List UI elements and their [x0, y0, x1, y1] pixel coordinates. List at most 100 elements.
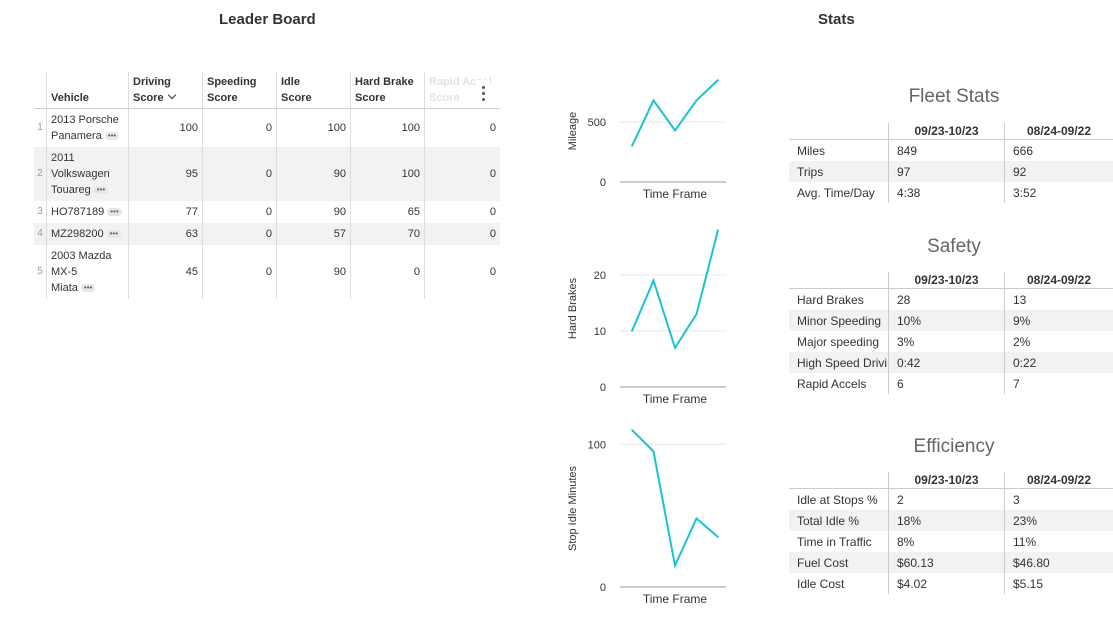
metric-label: Rapid Accels [789, 373, 889, 394]
vehicle-name-line: Panamera [51, 130, 102, 142]
idle-score-cell: 90 [277, 147, 351, 201]
table-row: Time in Traffic 8% 11% [789, 531, 1113, 552]
table-row: Rapid Accels 6 7 [789, 373, 1113, 394]
more-options-icon[interactable]: ••• [104, 132, 120, 141]
metric-label: Time in Traffic [789, 531, 889, 552]
header-driving-l2: Score [133, 92, 164, 104]
vehicle-name-line: MX-5 [51, 266, 78, 278]
y-axis-label: Hard Brakes [567, 277, 579, 339]
vehicle-cell[interactable]: 2011 Volkswagen Touareg ••• [47, 147, 129, 201]
data-point [652, 450, 655, 453]
metric-previous-value: 2% [1013, 334, 1031, 349]
driving-score-cell: 45 [129, 245, 203, 299]
line-chart: 0 100 Stop Idle Minutes Time Frame [567, 429, 726, 606]
data-point [674, 564, 676, 567]
series-line [631, 429, 719, 569]
idle-score-cell: 90 [277, 245, 351, 299]
vehicle-cell[interactable]: 2003 Mazda MX-5 Miata ••• [47, 245, 129, 299]
header-blank [789, 472, 889, 488]
table-row: Hard Brakes 28 13 [789, 289, 1113, 310]
header-idle-l1: Idle [281, 76, 300, 88]
table-row[interactable]: 2 2011 Volkswagen Touareg ••• 95 0 90 100 0 [34, 147, 500, 201]
speeding-score-cell: 0 [203, 147, 277, 201]
metric-current-value: 6 [889, 373, 1005, 394]
vehicle-cell[interactable]: HO787189 ••• [47, 201, 129, 223]
row-index: 5 [34, 245, 47, 299]
data-point [652, 279, 655, 282]
vehicle-name-line: 2013 Porsche [51, 114, 119, 126]
more-options-icon[interactable]: ••• [106, 230, 121, 239]
y-tick-label: 0 [600, 382, 606, 394]
vehicle-name-line: HO787189 [51, 206, 105, 218]
x-axis-label: Time Frame [643, 187, 708, 201]
mileage-chart: 0 500 Mileage Time Frame [560, 72, 730, 217]
hardbrake-score-cell: 100 [351, 109, 425, 147]
rapid-score-cell: 0 [489, 206, 496, 218]
y-tick-label: 10 [594, 326, 606, 338]
fleet-stats-table: 09/23-10/23 08/24-09/22 Miles 849 666 Trips 97… [789, 123, 1113, 203]
hardbrake-score-cell: 65 [351, 201, 425, 223]
metric-current-value: 2 [889, 489, 1005, 510]
header-hardbrake-l1: Hard Brake [355, 76, 414, 88]
data-point [695, 517, 698, 520]
safety-title: Safety [927, 236, 981, 257]
header-speeding-l2: Score [207, 92, 238, 104]
speeding-score-cell: 0 [203, 245, 277, 299]
header-idle-score[interactable]: Idle Score [277, 72, 351, 108]
header-speeding-score[interactable]: Speeding Score [203, 72, 277, 108]
chevron-down-icon[interactable] [167, 90, 176, 100]
table-row[interactable]: 1 2013 Porsche Panamera ••• 100 0 100 100 0 [34, 109, 500, 147]
metric-previous-value: 0:22 [1013, 355, 1037, 370]
metric-current-value: 18% [889, 510, 1005, 531]
table-row: Fuel Cost $60.13 $46.80 [789, 552, 1113, 573]
header-index [34, 72, 47, 108]
data-point [631, 330, 633, 332]
data-point [631, 145, 633, 147]
header-driving-score[interactable]: Driving Score [129, 72, 203, 108]
leaderboard-body: 1 2013 Porsche Panamera ••• 100 0 100 100 0 2 2011… [34, 109, 500, 299]
table-row: Miles 849 666 [789, 140, 1113, 161]
metric-previous-value: 92 [1013, 164, 1027, 179]
header-rapid-accel-score[interactable]: Rapid Accel Score [425, 72, 500, 108]
stats-title: Stats [818, 11, 855, 28]
vehicle-cell[interactable]: MZ298200 ••• [47, 223, 129, 245]
header-rapid-l2: Score [429, 92, 460, 104]
y-tick-label: 500 [588, 117, 606, 129]
column-menu-icon[interactable] [476, 80, 490, 106]
table-row[interactable]: 4 MZ298200 ••• 63 0 57 70 0 [34, 223, 500, 245]
header-vehicle-l2: Vehicle [51, 92, 89, 104]
table-row[interactable]: 3 HO787189 ••• 77 0 90 65 0 [34, 201, 500, 223]
driving-score-cell: 95 [129, 147, 203, 201]
efficiency-table: 09/23-10/23 08/24-09/22 Idle at Stops % 2 3 T… [789, 472, 1113, 594]
hardbrake-score-cell: 70 [351, 223, 425, 245]
line-chart: 0 10 20 Hard Brakes Time Frame [567, 229, 726, 406]
more-options-icon[interactable]: ••• [93, 186, 109, 195]
table-row: Idle at Stops % 2 3 [789, 489, 1113, 510]
header-hard-brake-score[interactable]: Hard Brake Score [351, 72, 425, 108]
leaderboard-header: Vehicle Driving Score Speeding Score Idl… [34, 72, 500, 109]
speeding-score-cell: 0 [203, 201, 277, 223]
metric-previous-value: 3 [1013, 492, 1020, 507]
header-blank [789, 272, 889, 288]
more-options-icon[interactable]: ••• [80, 284, 96, 293]
safety-table: 09/23-10/23 08/24-09/22 Hard Brakes 28 13 Min… [789, 272, 1113, 394]
metric-current-value: 3% [889, 331, 1005, 352]
y-tick-label: 100 [588, 439, 606, 451]
metric-current-value: 4:38 [889, 182, 1005, 203]
header-period-current: 09/23-10/23 [889, 472, 1005, 488]
data-point [674, 129, 676, 132]
y-tick-label: 0 [600, 177, 606, 189]
header-period-previous: 08/24-09/22 [1026, 124, 1092, 138]
metric-label: Miles [789, 140, 889, 161]
more-options-icon[interactable]: ••• [107, 208, 122, 217]
speeding-score-cell: 0 [203, 223, 277, 245]
table-row[interactable]: 5 2003 Mazda MX-5 Miata ••• 45 0 90 0 0 [34, 245, 500, 299]
y-axis-label: Stop Idle Minutes [567, 466, 579, 551]
metric-previous-value: $5.15 [1013, 576, 1044, 591]
x-axis-label: Time Frame [643, 592, 708, 606]
header-vehicle[interactable]: Vehicle [47, 72, 129, 108]
header-blank [789, 123, 889, 139]
data-point [674, 346, 676, 349]
vehicle-name-line: Touareg [51, 184, 91, 196]
vehicle-cell[interactable]: 2013 Porsche Panamera ••• [47, 109, 129, 147]
